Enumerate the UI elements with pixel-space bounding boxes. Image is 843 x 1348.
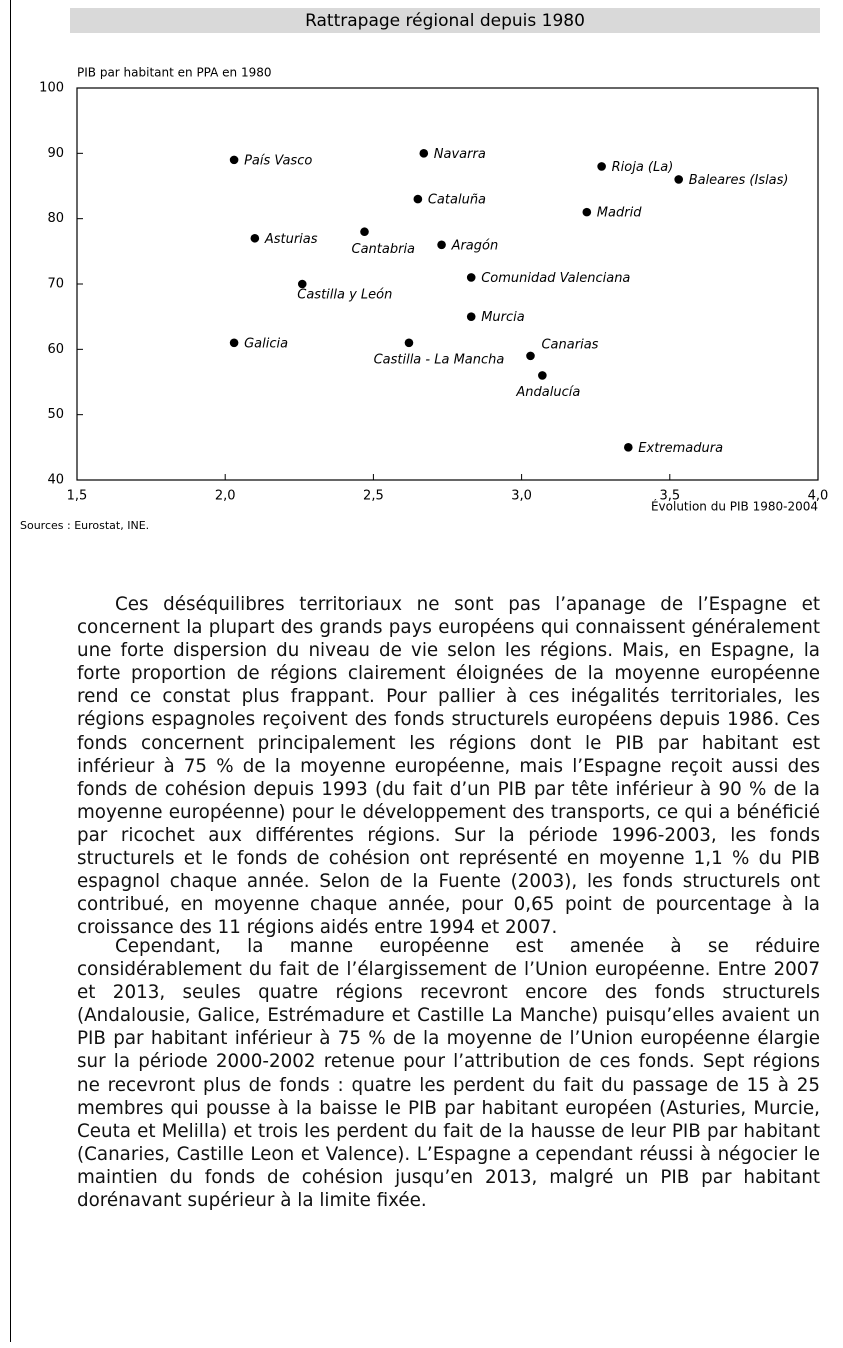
point	[538, 371, 547, 380]
margin-rule	[10, 0, 11, 1342]
point	[229, 155, 239, 165]
point	[413, 194, 423, 204]
x-tick-label: 1,5	[67, 489, 88, 504]
chart: Rattrapage régional depuis 1980 PIB par …	[20, 8, 829, 530]
y-tick-label: 40	[47, 473, 64, 488]
point	[250, 233, 260, 243]
point	[437, 240, 446, 250]
point	[466, 273, 476, 282]
point-label: Galicia	[244, 336, 288, 351]
x-tick-label: 2,5	[363, 489, 384, 504]
paragraph: Cependant, la manne européenne est amené…	[77, 936, 820, 1212]
point-label: Cataluña	[428, 193, 486, 208]
x-tick-label: 4,0	[808, 489, 829, 504]
x-axis-label: Évolution du PIB 1980-2004	[651, 499, 818, 514]
point	[582, 207, 592, 217]
point	[419, 149, 429, 158]
point-label: Rioja (La)	[612, 160, 674, 175]
y-tick-label: 60	[47, 342, 64, 357]
y-tick-label: 70	[47, 277, 64, 292]
y-tick-label: 90	[47, 146, 64, 161]
x-tick-label: 3,5	[659, 489, 680, 504]
point	[597, 162, 606, 171]
title-band	[70, 8, 820, 33]
paragraph: Ces déséquilibres territoriaux ne sont p…	[77, 594, 820, 939]
source-note: Sources : Eurostat, INE.	[20, 519, 149, 530]
point-label: Navarra	[434, 147, 486, 162]
x-tick-label: 2,0	[215, 489, 236, 504]
y-axis-label: PIB par habitant en PPA en 1980	[77, 66, 272, 80]
y-tick-label: 100	[39, 81, 64, 96]
point-label: Asturias	[264, 232, 318, 247]
point	[229, 338, 239, 348]
point	[297, 279, 307, 289]
point-label: Cantabria	[352, 242, 416, 257]
point-label: Comunidad Valenciana	[481, 271, 630, 286]
point	[674, 175, 683, 184]
chart-title: Rattrapage régional depuis 1980	[305, 11, 585, 31]
point	[360, 227, 369, 237]
point-label: País Vasco	[244, 153, 312, 168]
point-label: Castilla y León	[297, 288, 392, 303]
point-label: Castilla - La Mancha	[374, 352, 505, 367]
point-label: Murcia	[481, 310, 525, 325]
point-label: Aragón	[451, 238, 499, 253]
point	[526, 351, 535, 361]
y-tick-label: 80	[47, 211, 64, 226]
point-label: Canarias	[541, 337, 598, 352]
point	[466, 312, 476, 321]
point-label: Baleares (Islas)	[689, 173, 789, 188]
x-tick-label: 3,0	[511, 489, 532, 504]
point	[404, 338, 414, 348]
point	[624, 443, 633, 452]
y-tick-label: 50	[47, 407, 64, 422]
point-label: Extremadura	[638, 441, 723, 456]
point-label: Andalucía	[515, 385, 580, 400]
point-label: Madrid	[597, 206, 642, 221]
